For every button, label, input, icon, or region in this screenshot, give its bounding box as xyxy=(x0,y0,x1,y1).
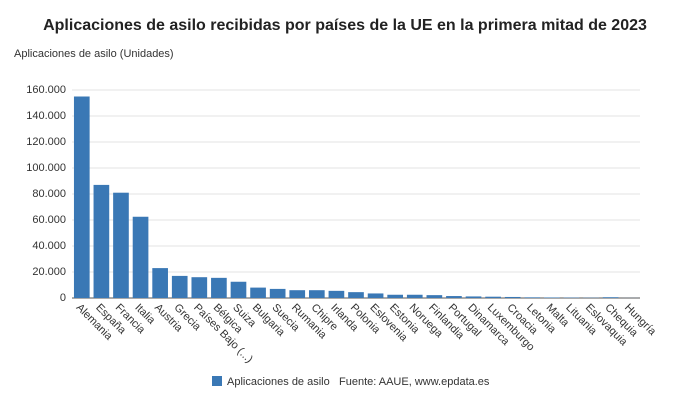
bar xyxy=(348,292,364,298)
bar xyxy=(171,275,188,298)
bar xyxy=(211,277,227,298)
bar xyxy=(446,296,462,298)
bar xyxy=(367,293,384,298)
y-tick-label: 100.000 xyxy=(26,162,66,174)
y-axis-label: Aplicaciones de asilo (Unidades) xyxy=(14,48,174,60)
y-tick-label: 80.000 xyxy=(32,188,66,200)
y-tick-label: 140.000 xyxy=(26,110,66,122)
bar xyxy=(230,281,247,298)
bar xyxy=(602,297,619,298)
bar xyxy=(426,295,443,298)
y-tick-label: 0 xyxy=(60,292,66,304)
bar xyxy=(191,277,208,298)
chart-title: Aplicaciones de asilo recibidas por país… xyxy=(43,17,647,34)
bar xyxy=(524,297,541,298)
bar xyxy=(308,290,325,298)
bar xyxy=(289,290,306,298)
bar xyxy=(504,296,521,298)
bar xyxy=(328,290,345,298)
legend-label: Aplicaciones de asilo xyxy=(227,376,330,388)
bar xyxy=(406,294,423,298)
y-tick-label: 60.000 xyxy=(32,214,66,226)
bar xyxy=(465,296,482,298)
bar xyxy=(387,294,404,298)
bar xyxy=(544,297,560,298)
bar xyxy=(152,268,168,298)
bar xyxy=(132,216,149,298)
bar xyxy=(93,184,110,298)
bar xyxy=(113,192,129,298)
bar xyxy=(485,296,501,298)
y-tick-label: 160.000 xyxy=(26,84,66,96)
y-tick-label: 40.000 xyxy=(32,240,66,252)
bar xyxy=(269,288,286,298)
y-tick-label: 120.000 xyxy=(26,136,66,148)
source: Fuente: AAUE, www.epdata.es xyxy=(339,376,490,388)
y-tick-label: 20.000 xyxy=(32,266,66,278)
bar xyxy=(250,287,266,298)
legend-swatch xyxy=(212,376,222,386)
bar xyxy=(73,96,90,298)
